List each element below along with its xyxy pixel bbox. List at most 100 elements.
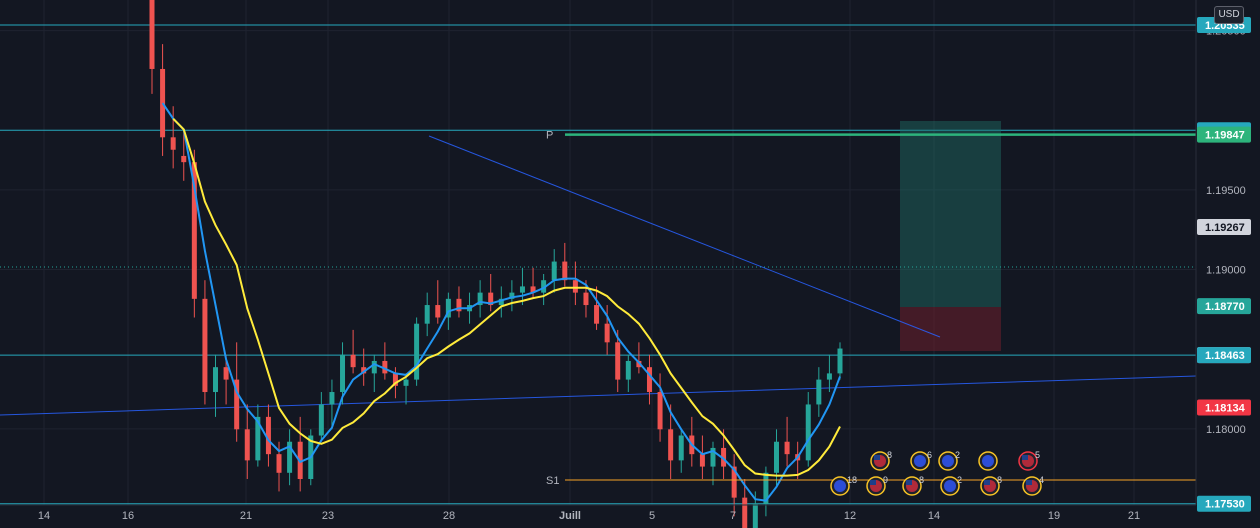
event-marker[interactable]: 4 xyxy=(1022,475,1044,496)
event-marker[interactable]: 8 xyxy=(870,450,892,471)
eu-flag-icon xyxy=(914,455,926,467)
price-tag: 1.18770 xyxy=(1197,298,1251,315)
time-tick-label: 5 xyxy=(649,510,655,522)
candle-body xyxy=(551,261,557,281)
currency-badge[interactable]: USD xyxy=(1214,6,1244,24)
descending-trendline xyxy=(428,135,941,338)
candle-body xyxy=(731,466,737,498)
price-tag-label: 1.19847 xyxy=(1205,130,1245,142)
stop-zone xyxy=(900,307,1001,351)
time-tick-label: 21 xyxy=(240,510,252,522)
candle-body xyxy=(382,360,388,374)
candle-body xyxy=(244,429,250,461)
candle-body xyxy=(149,0,155,69)
flag-canton xyxy=(984,480,990,485)
event-marker[interactable]: 5 xyxy=(1018,450,1040,471)
candle-body xyxy=(488,292,494,306)
price-tag-bg xyxy=(1197,126,1251,143)
time-tick-label: 19 xyxy=(1048,510,1060,522)
risk-reward-zone xyxy=(900,121,1001,351)
price-tag-bg xyxy=(1197,399,1251,416)
candle-body xyxy=(763,472,769,504)
candle-body xyxy=(625,360,631,380)
pivot-label: P xyxy=(546,130,553,142)
event-count: 4 xyxy=(1039,475,1044,485)
time-axis[interactable]: 14 16 21 23 28 Juill 5 7 12 14 19 21 xyxy=(0,504,1196,522)
candle-body xyxy=(721,447,727,467)
candle-body xyxy=(498,298,504,306)
price-tag: 1.19267 xyxy=(1197,218,1251,235)
candle-body xyxy=(414,323,420,380)
candle-body xyxy=(773,441,779,473)
price-tag: 1.18134 xyxy=(1197,399,1251,416)
candle-body xyxy=(213,367,219,393)
candle-body xyxy=(361,367,367,374)
price-tag-bg xyxy=(1197,298,1251,315)
event-marker[interactable]: 2 xyxy=(940,475,962,496)
event-count: 8 xyxy=(997,475,1002,485)
price-tick-label: 1.19000 xyxy=(1206,265,1246,277)
candle-body xyxy=(318,404,324,436)
trendlines xyxy=(0,135,1197,416)
candle-body xyxy=(255,416,261,461)
price-tag-label: 1.19267 xyxy=(1205,222,1245,234)
price-tag: 1.18463 xyxy=(1197,347,1251,364)
candles xyxy=(149,0,843,528)
time-tick-label: 14 xyxy=(928,510,940,522)
candle-body xyxy=(223,367,229,380)
candle-body xyxy=(699,454,705,467)
event-marker[interactable]: 18 xyxy=(830,475,857,496)
event-marker[interactable]: 2 xyxy=(938,450,960,471)
eu-flag-icon xyxy=(834,480,846,492)
eu-flag-icon xyxy=(944,480,956,492)
price-axis-bg xyxy=(1196,0,1260,528)
candle-body xyxy=(646,367,652,393)
candle-body xyxy=(181,155,187,163)
candle-body xyxy=(826,373,832,380)
candle-body xyxy=(594,305,600,324)
candle-body xyxy=(805,404,811,461)
price-tag-label: 1.18463 xyxy=(1205,350,1245,362)
flag-canton xyxy=(1026,480,1032,485)
candle-body xyxy=(276,454,282,473)
event-marker[interactable]: 8 xyxy=(902,475,924,496)
time-tick-label: Juill xyxy=(559,510,581,522)
time-tick-label: 23 xyxy=(322,510,334,522)
event-marker[interactable]: 6 xyxy=(910,450,932,471)
event-marker[interactable] xyxy=(978,451,998,471)
time-tick-label: 14 xyxy=(38,510,50,522)
candle-body xyxy=(604,323,610,343)
candle-body xyxy=(234,379,240,430)
candle-body xyxy=(562,261,568,281)
event-count: 8 xyxy=(887,450,892,460)
economic-events[interactable]: 8 6 2 5 18 9 8 2 8 4 xyxy=(830,450,1044,496)
candle-body xyxy=(424,305,430,324)
candle-body xyxy=(350,354,356,368)
target-zone xyxy=(900,121,1001,307)
candle-body xyxy=(752,503,758,528)
candle-body xyxy=(583,292,589,306)
candle-body xyxy=(435,305,441,318)
time-tick-label: 12 xyxy=(844,510,856,522)
flag-canton xyxy=(870,480,876,485)
horizontal-levels xyxy=(0,24,1196,505)
event-count: 5 xyxy=(1035,450,1040,460)
eu-flag-icon xyxy=(982,455,994,467)
price-axis[interactable]: 1.205001.195001.190001.180001.205351.198… xyxy=(1195,0,1260,528)
ascending-support-line xyxy=(0,375,1197,416)
candle-body xyxy=(657,392,663,430)
event-marker[interactable]: 8 xyxy=(980,475,1002,496)
time-tick-label: 21 xyxy=(1128,510,1140,522)
time-tick-label: 28 xyxy=(443,510,455,522)
candle-body xyxy=(710,447,716,467)
candle-body xyxy=(816,379,822,405)
candle-body xyxy=(340,354,346,393)
event-marker[interactable]: 9 xyxy=(866,475,888,496)
candle-body xyxy=(456,298,462,312)
event-count: 2 xyxy=(955,450,960,460)
candle-body xyxy=(265,416,271,455)
price-tick-label: 1.19500 xyxy=(1206,185,1246,197)
pivot-levels: P S1 xyxy=(546,130,1196,487)
candle-body xyxy=(530,286,536,293)
